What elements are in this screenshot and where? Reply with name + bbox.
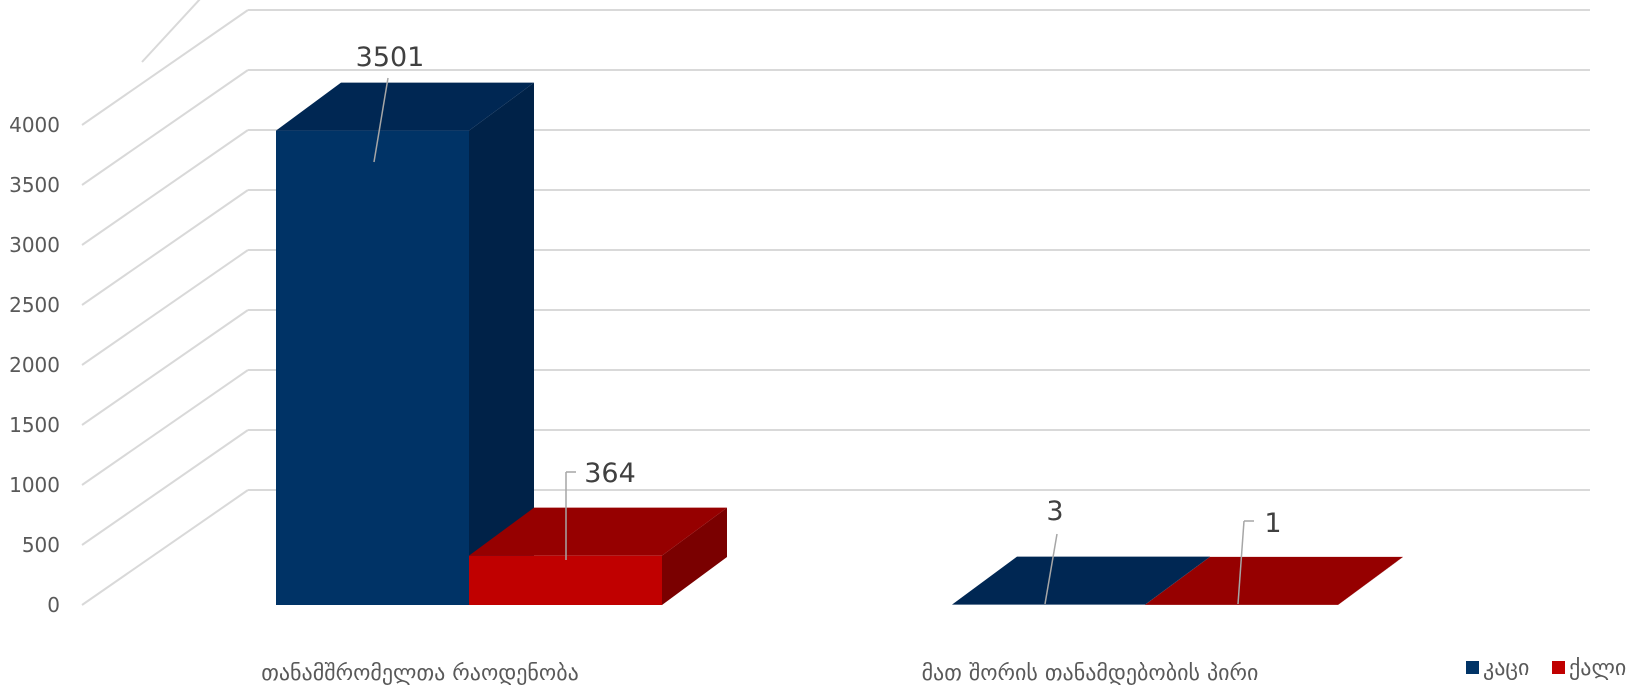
data-label: 3	[1046, 496, 1063, 527]
bar-top	[952, 556, 1210, 605]
y-tick-label: 2500	[9, 293, 60, 317]
y-tick-label: 500	[22, 533, 60, 557]
leader-line	[1237, 520, 1245, 605]
category-label: მათ შორის თანამდებობის პირი	[922, 661, 1259, 686]
gridline-depth	[141, 0, 201, 63]
gridline-depth	[81, 309, 249, 426]
legend-item: კაცი	[1466, 656, 1529, 681]
legend: კაცი ქალი	[1466, 656, 1626, 681]
bar-top	[469, 507, 727, 556]
gridline-depth	[81, 69, 249, 186]
data-label: 1	[1264, 508, 1281, 539]
bar-side	[662, 507, 727, 605]
bar-top	[1145, 556, 1403, 605]
y-axis: 0 500 1000 1500 2000 2500 3000 3500 4000	[9, 113, 60, 617]
y-tick-label: 0	[47, 593, 60, 617]
bar-side	[469, 82, 534, 605]
y-tick-label: 2000	[9, 353, 60, 377]
legend-swatch	[1552, 661, 1565, 674]
gridline-depth	[81, 369, 249, 486]
legend-label: ქალი	[1569, 656, 1626, 681]
gridline-depth	[81, 429, 249, 546]
bar-front	[469, 555, 662, 605]
leader-line	[373, 77, 389, 163]
y-tick-label: 3500	[9, 173, 60, 197]
gridline-depth	[81, 129, 249, 246]
bars	[276, 82, 1403, 605]
x-axis: თანამშრომელთა რაოდენობა მათ შორის თანამდე…	[261, 661, 1258, 686]
bar-kali	[469, 507, 727, 605]
data-label: 364	[584, 458, 636, 489]
y-tick-label: 3000	[9, 233, 60, 257]
bar-front	[276, 130, 469, 605]
leader-line	[1044, 533, 1058, 605]
bar-side	[1338, 556, 1403, 605]
category-label: თანამშრომელთა რაოდენობა	[261, 661, 579, 686]
gridline-depth	[81, 9, 249, 126]
gridline-depth	[81, 189, 249, 306]
bar-kali	[1145, 556, 1403, 605]
gridline-depth	[81, 249, 249, 366]
gridline-depth	[81, 489, 249, 606]
data-label: 3501	[356, 42, 425, 73]
y-tick-label: 1000	[9, 473, 60, 497]
data-labels: 3501 364 3 1	[356, 42, 1282, 605]
legend-label: კაცი	[1483, 656, 1529, 681]
legend-item: ქალი	[1552, 656, 1626, 681]
legend-swatch	[1466, 661, 1479, 674]
bar-top	[276, 82, 534, 131]
y-tick-label: 4000	[9, 113, 60, 137]
bar-kaci	[276, 82, 534, 605]
y-tick-label: 1500	[9, 413, 60, 437]
